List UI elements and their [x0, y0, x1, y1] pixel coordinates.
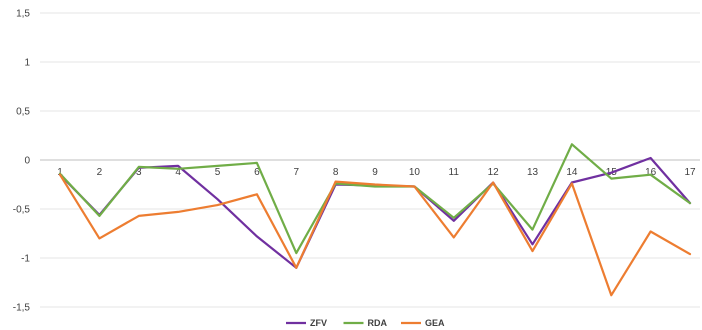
- x-tick-label: 11: [449, 167, 460, 178]
- x-tick-label: 16: [645, 167, 657, 178]
- y-axis-tick-labels: 1,5 1 0,5 0 -0,5 -1 -1,5: [13, 9, 31, 314]
- legend-label-rda: RDA: [368, 318, 388, 328]
- y-tick-label: -1,5: [13, 303, 31, 314]
- x-tick-label: 9: [372, 167, 378, 178]
- x-tick-label: 10: [409, 167, 421, 178]
- y-tick-label: -1: [21, 254, 30, 265]
- x-tick-label: 6: [254, 167, 260, 178]
- y-tick-label: 0,5: [16, 107, 30, 118]
- gridlines: [40, 12, 700, 308]
- legend-label-gea: GEA: [425, 318, 445, 328]
- x-tick-label: 7: [293, 167, 299, 178]
- series-lines: [58, 143, 692, 297]
- x-tick-label: 14: [566, 167, 578, 178]
- y-tick-label: 0: [24, 156, 30, 167]
- series-line-gea: [58, 173, 692, 297]
- x-tick-label: 17: [684, 167, 696, 178]
- y-tick-label: 1: [24, 58, 30, 69]
- x-tick-label: 2: [97, 167, 103, 178]
- y-tick-label: 1,5: [16, 9, 30, 20]
- x-tick-label: 4: [175, 167, 181, 178]
- x-tick-label: 1: [57, 167, 63, 178]
- x-tick-label: 12: [488, 167, 500, 178]
- x-tick-label: 13: [527, 167, 539, 178]
- legend: ZFV RDA GEA: [286, 318, 445, 328]
- x-tick-label: 5: [215, 167, 221, 178]
- x-tick-label: 8: [333, 167, 339, 178]
- x-tick-label: 3: [136, 167, 142, 178]
- legend-label-zfv: ZFV: [310, 318, 327, 328]
- y-tick-label: -0,5: [13, 205, 31, 216]
- series-line-rda: [58, 143, 692, 255]
